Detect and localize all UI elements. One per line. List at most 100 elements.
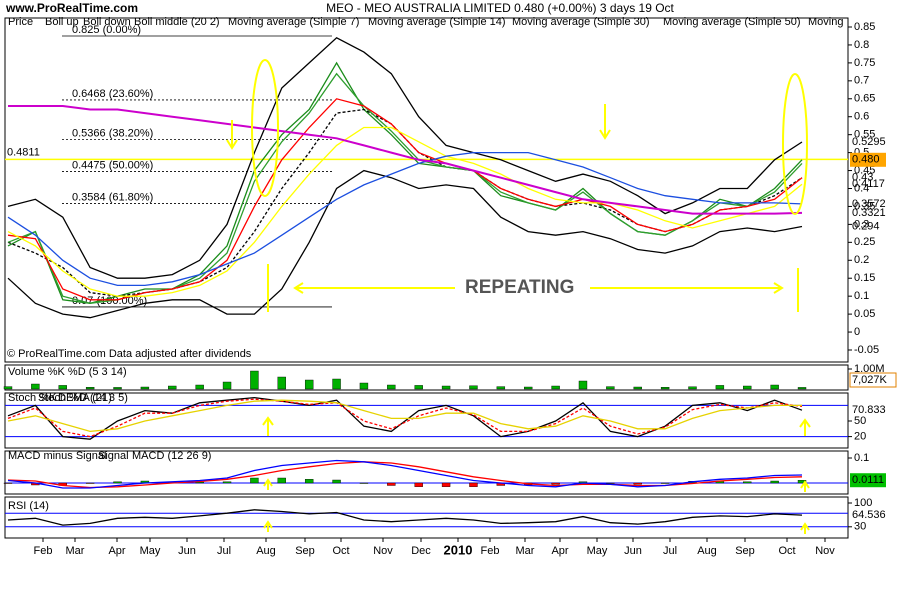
bar	[332, 479, 341, 484]
bar	[332, 378, 341, 390]
last-value-label: 0.43	[852, 172, 873, 184]
y-tick-label: 0.1	[854, 452, 869, 464]
y-tick-label: -0.05	[854, 344, 879, 356]
arrow	[293, 282, 784, 294]
y-tick-label: 0.25	[854, 236, 875, 248]
y-tick-label: 20	[854, 431, 866, 443]
bar	[31, 383, 40, 390]
value-box	[850, 473, 886, 488]
bar	[633, 482, 642, 485]
legend-entry: MACD minus Signal	[8, 450, 106, 462]
legend-entry: Boll down	[83, 16, 131, 28]
x-tick-label: May	[587, 545, 608, 557]
series-line	[7, 37, 803, 279]
bar	[85, 482, 95, 484]
y-tick-label: 0.8	[854, 39, 869, 51]
y-tick-label: 0.6	[854, 111, 869, 123]
series-line	[7, 151, 803, 287]
bar	[633, 386, 642, 390]
legend-entry: Price	[8, 16, 33, 28]
site-header: www.ProRealTime.com	[5, 1, 138, 15]
current-label: 7,027K	[852, 374, 888, 386]
series-line	[7, 399, 802, 433]
bar	[250, 477, 259, 484]
y-tick-label: 0.05	[854, 308, 875, 320]
bar	[140, 386, 150, 390]
series-line	[7, 98, 803, 301]
legend-entry: Signal	[98, 450, 129, 462]
legend-entry: Moving	[808, 16, 843, 28]
series-line	[7, 396, 803, 440]
bar	[387, 482, 396, 486]
x-tick-label: Feb	[34, 545, 53, 557]
bar	[414, 385, 423, 390]
bar	[743, 481, 752, 484]
bar	[113, 387, 122, 390]
legend-entry: Stoch %K	[8, 392, 57, 404]
bar	[797, 480, 807, 484]
x-tick-label: May	[140, 545, 161, 557]
bar	[551, 385, 560, 390]
bar	[113, 481, 122, 484]
panel-title: Volume %K %D (5 3 14)	[8, 366, 127, 378]
x-tick-label: Mar	[516, 545, 535, 557]
x-tick-label: Apr	[551, 545, 568, 557]
legend-entry: Moving average (Simple 30)	[512, 16, 650, 28]
annotation: REPEATING	[465, 277, 574, 298]
x-tick-label: Oct	[332, 545, 349, 557]
bar	[606, 386, 615, 390]
bar	[770, 480, 779, 484]
legend-entry: Stoch %D (14 3 5)	[38, 392, 128, 404]
fib-label: 0.5366 (38.20%)	[72, 127, 153, 139]
highlight-ellipse	[251, 59, 279, 197]
x-tick-label: Oct	[778, 545, 795, 557]
bar	[688, 386, 697, 390]
bar	[715, 385, 725, 390]
bar	[277, 477, 286, 484]
x-tick-label: Jul	[217, 545, 231, 557]
legend-entry: Moving average (Simple 50)	[663, 16, 801, 28]
series-line	[7, 398, 803, 438]
arrow	[263, 520, 810, 534]
fib-label: 0.4475 (50.00%)	[72, 159, 153, 171]
bar	[660, 482, 670, 484]
volume-panel	[4, 364, 849, 391]
bar	[3, 386, 13, 390]
bar	[277, 376, 286, 390]
chart-title: MEO - MEO AUSTRALIA LIMITED 0.480 (+0.00…	[326, 1, 674, 15]
last-value-label: 0.3572	[852, 198, 886, 210]
bar	[58, 385, 67, 390]
bar	[578, 380, 588, 390]
source-note: © ProRealTime.com Data adjusted after di…	[7, 348, 252, 360]
bar	[359, 482, 369, 484]
y-tick-label: 0.15	[854, 272, 875, 284]
bar	[524, 386, 533, 390]
horizontal-line-label: 0.4811	[7, 146, 40, 158]
x-tick-label: Feb	[481, 545, 500, 557]
bar	[85, 387, 95, 390]
y-tick-label: 0.55	[854, 129, 875, 141]
x-tick-label: Dec	[411, 545, 431, 557]
x-tick-label: Jun	[178, 545, 196, 557]
highlights	[226, 59, 811, 534]
legend-entry: Boll middle (20 2)	[134, 16, 220, 28]
arrow	[226, 120, 238, 150]
legend-entry: Moving average (Simple 7)	[228, 16, 359, 28]
x-tick-label: Jul	[663, 545, 677, 557]
x-tick-label: 2010	[444, 542, 473, 557]
last-value-label: 70.833	[852, 404, 886, 416]
last-value-label: 64.536	[852, 509, 886, 521]
legend-entry: DEMA (21)	[58, 392, 112, 404]
bar	[469, 482, 478, 487]
bar	[496, 386, 506, 390]
value-box	[850, 152, 886, 167]
y-tick-label: 100	[854, 497, 872, 509]
y-tick-label: 0.3	[854, 218, 869, 230]
bar	[3, 482, 13, 484]
y-tick-label: 0.4	[854, 182, 869, 194]
bar	[469, 385, 478, 390]
y-tick-label: 0	[854, 326, 860, 338]
arrow	[263, 478, 810, 492]
bar	[414, 482, 423, 487]
arrow	[262, 416, 811, 436]
